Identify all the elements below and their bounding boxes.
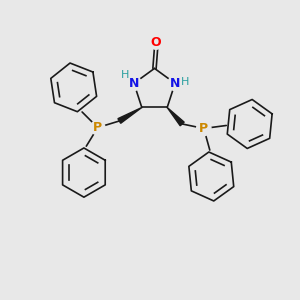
Text: P: P <box>93 121 102 134</box>
Polygon shape <box>118 107 142 123</box>
Text: O: O <box>151 35 161 49</box>
Circle shape <box>149 35 163 49</box>
Text: P: P <box>199 122 208 135</box>
Circle shape <box>168 76 182 91</box>
Text: N: N <box>170 77 180 90</box>
Polygon shape <box>167 107 184 126</box>
Circle shape <box>127 76 141 91</box>
Circle shape <box>91 120 105 135</box>
Text: H: H <box>181 77 189 87</box>
Circle shape <box>196 121 211 136</box>
Text: N: N <box>129 77 139 90</box>
Text: H: H <box>121 70 129 80</box>
